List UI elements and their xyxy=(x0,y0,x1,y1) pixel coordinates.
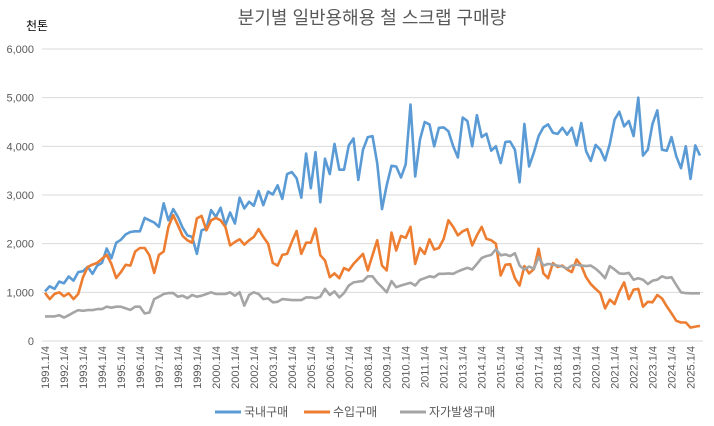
x-tick-label: 2022.1/4 xyxy=(629,346,641,389)
series-line-자가발생구매 xyxy=(45,248,700,319)
x-tick-label: 2020.1/4 xyxy=(591,346,603,389)
x-tick-label: 2000.1/4 xyxy=(211,346,223,389)
x-tick-label: 2001.1/4 xyxy=(230,346,242,389)
x-tick-label: 2009.1/4 xyxy=(382,346,394,389)
series-line-국내구매 xyxy=(44,96,702,293)
x-tick-label: 2010.1/4 xyxy=(401,346,413,389)
x-tick-label: 2008.1/4 xyxy=(363,346,375,389)
x-tick-label: 2005.1/4 xyxy=(306,346,318,389)
x-tick-label: 1997.1/4 xyxy=(154,346,166,389)
legend-label: 자가발생구매 xyxy=(429,405,495,419)
legend-item: 국내구매 xyxy=(215,405,288,419)
y-tick-label: 1,000 xyxy=(6,287,34,299)
legend-label: 국내구매 xyxy=(244,405,288,419)
x-tick-label: 2021.1/4 xyxy=(610,346,622,389)
x-tick-label: 2007.1/4 xyxy=(344,346,356,389)
x-tick-label: 1994.1/4 xyxy=(97,346,109,389)
x-tick-label: 2017.1/4 xyxy=(534,346,546,389)
x-tick-label: 2014.1/4 xyxy=(477,346,489,389)
x-tick-label: 2025.1/4 xyxy=(686,346,698,389)
chart-title: 분기별 일반용해용 철 스크랩 구매량 xyxy=(238,8,506,28)
y-tick-label: 6,000 xyxy=(6,44,34,56)
legend-item: 수입구매 xyxy=(304,405,377,419)
x-tick-label: 1991.1/4 xyxy=(40,346,52,389)
x-tick-label: 1998.1/4 xyxy=(173,346,185,389)
y-tick-label: 0 xyxy=(28,336,34,348)
x-tick-label: 2003.1/4 xyxy=(268,346,280,389)
y-tick-label: 4,000 xyxy=(6,141,34,153)
y-tick-label: 3,000 xyxy=(6,190,34,202)
x-tick-label: 2024.1/4 xyxy=(667,346,679,389)
legend-item: 자가발생구매 xyxy=(400,405,495,419)
x-tick-label: 2016.1/4 xyxy=(515,346,527,389)
x-tick-label: 1996.1/4 xyxy=(135,346,147,389)
x-tick-label: 2023.1/4 xyxy=(648,346,660,389)
y-tick-label: 2,000 xyxy=(6,239,34,251)
x-tick-label: 1999.1/4 xyxy=(192,346,204,389)
x-tick-label: 2013.1/4 xyxy=(458,346,470,389)
x-tick-label: 2015.1/4 xyxy=(496,346,508,389)
x-tick-label: 1992.1/4 xyxy=(59,346,71,389)
x-tick-label: 1995.1/4 xyxy=(116,346,128,389)
x-tick-label: 2012.1/4 xyxy=(439,346,451,389)
y-axis-unit-label: 천톤 xyxy=(26,18,48,33)
x-tick-label: 2011.1/4 xyxy=(420,346,432,388)
y-tick-label: 5,000 xyxy=(6,93,34,105)
x-tick-label: 2002.1/4 xyxy=(249,346,261,389)
x-tick-label: 2018.1/4 xyxy=(553,346,565,389)
legend-label: 수입구매 xyxy=(333,405,377,419)
x-tick-label: 2019.1/4 xyxy=(572,346,584,389)
series-line-수입구매 xyxy=(43,213,701,329)
x-tick-label: 1993.1/4 xyxy=(78,346,90,389)
x-tick-label: 2006.1/4 xyxy=(325,346,337,389)
x-tick-label: 2004.1/4 xyxy=(287,346,299,389)
